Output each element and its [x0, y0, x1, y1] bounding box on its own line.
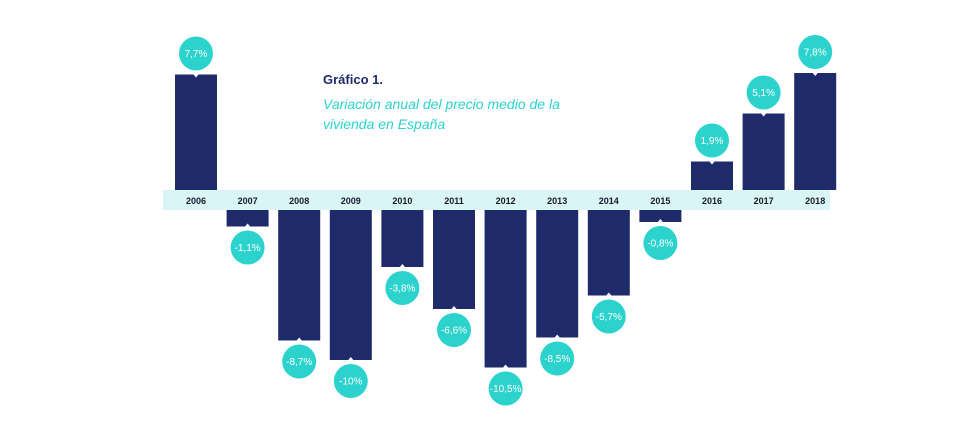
data-label-pointer-2016	[707, 158, 717, 165]
data-label-pointer-2017	[758, 110, 769, 117]
year-labels-layer: 2006 2007 2008 2009 2010 2011 2012 2013 2014 2015…	[186, 196, 825, 206]
bar-2009	[329, 210, 372, 360]
year-label-2010: 2010	[392, 196, 412, 206]
bar-2013	[536, 210, 579, 338]
data-label-bubble-2006	[179, 36, 213, 71]
year-label-2011: 2011	[444, 196, 464, 206]
data-label-bubble-2007	[230, 230, 265, 265]
data-label-pointer-2007	[242, 223, 253, 230]
year-label-2014: 2014	[599, 196, 619, 206]
year-label-2012: 2012	[496, 196, 516, 206]
bar-2006	[175, 74, 217, 190]
bar-2010	[381, 210, 424, 267]
data-label-bubble-2014	[591, 299, 626, 334]
data-label-bubble-2013	[540, 341, 575, 376]
data-label-pointer-2010	[397, 264, 408, 270]
data-label-bubble-2012	[488, 371, 523, 406]
data-label-bubble-2010	[385, 271, 420, 305]
data-label-2006: 7,7%	[185, 49, 208, 60]
year-label-2008: 2008	[289, 196, 309, 206]
data-label-pointer-2014	[603, 292, 614, 299]
data-label-bubble-2016	[695, 123, 729, 158]
axis-band	[163, 190, 830, 210]
data-label-2009: -10%	[339, 377, 362, 388]
data-label-2007: -1,1%	[235, 243, 261, 254]
data-label-2015: -0,8%	[647, 239, 673, 250]
chart-subtitle: Variación anual del precio medio de la v…	[323, 96, 560, 132]
year-label-2009: 2009	[341, 196, 361, 206]
data-label-2012: -10,5%	[490, 384, 522, 395]
data-label-bubble-2018	[798, 35, 833, 69]
data-label-2018: 7,8%	[804, 48, 827, 59]
year-label-2018: 2018	[805, 196, 825, 206]
bar-2012	[484, 210, 527, 368]
data-label-pointer-2012	[500, 364, 511, 371]
bar-2016	[691, 161, 733, 190]
data-label-pointer-2009	[345, 357, 356, 363]
year-label-2015: 2015	[650, 196, 670, 206]
bar-2007	[226, 210, 269, 227]
data-labels-layer: 7,7% -1,1% -8,7% -10% -3,8% -6,6% -10,5% -8,5% -…	[179, 35, 833, 406]
data-label-bubble-2017	[746, 75, 781, 110]
data-label-2014: -5,7%	[596, 312, 622, 323]
bar-2018	[794, 73, 837, 190]
data-label-bubble-2011	[437, 313, 471, 347]
data-label-pointer-2013	[552, 334, 563, 341]
year-label-2006: 2006	[186, 196, 206, 206]
data-label-bubble-2015	[643, 226, 678, 260]
data-label-pointer-2006	[191, 71, 201, 78]
data-label-pointer-2015	[655, 219, 666, 225]
year-label-2016: 2016	[702, 196, 722, 206]
bar-2014	[587, 210, 630, 296]
data-label-2010: -3,8%	[389, 284, 415, 295]
data-label-2017: 5,1%	[752, 88, 775, 99]
bar-2017	[742, 113, 785, 190]
year-label-2013: 2013	[547, 196, 567, 206]
data-label-2016: 1,9%	[701, 136, 724, 147]
bar-2015	[639, 210, 682, 222]
bars-layer	[175, 73, 837, 368]
data-label-pointer-2008	[294, 337, 305, 344]
data-label-2011: -6,6%	[441, 326, 467, 337]
data-label-pointer-2018	[810, 70, 821, 76]
data-label-bubble-2008	[282, 344, 317, 379]
bar-2008	[278, 210, 321, 341]
year-label-2017: 2017	[754, 196, 774, 206]
data-label-pointer-2011	[449, 306, 459, 312]
data-label-2008: -8,7%	[286, 357, 312, 368]
bar-2011	[433, 210, 475, 309]
data-label-bubble-2009	[333, 364, 368, 398]
data-label-2013: -8,5%	[544, 354, 570, 365]
chart-title: Gráfico 1.	[323, 72, 383, 87]
year-label-2007: 2007	[238, 196, 258, 206]
